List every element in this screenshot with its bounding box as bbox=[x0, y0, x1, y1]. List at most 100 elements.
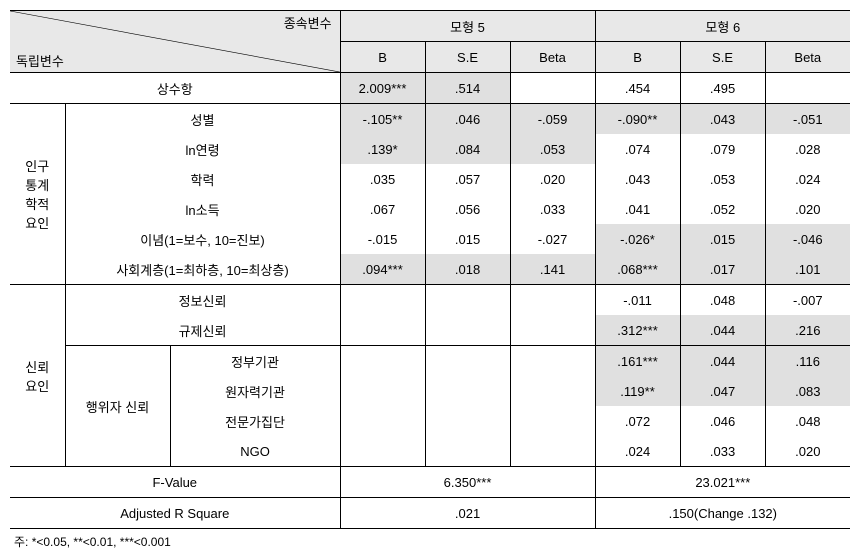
col-beta-6: Beta bbox=[765, 42, 850, 73]
model5-header: 모형 5 bbox=[340, 11, 595, 42]
cell: .141 bbox=[510, 254, 595, 285]
cell: -.026* bbox=[595, 224, 680, 254]
cell bbox=[340, 406, 425, 436]
cell: .018 bbox=[425, 254, 510, 285]
label-exp: 전문가집단 bbox=[170, 406, 340, 436]
cell-f-m6: 23.021*** bbox=[595, 467, 850, 498]
label-ideology: 이념(1=보수, 10=진보) bbox=[65, 224, 340, 254]
cell: 2.009*** bbox=[340, 73, 425, 104]
cell: .116 bbox=[765, 346, 850, 377]
cell: .074 bbox=[595, 134, 680, 164]
cell: .048 bbox=[680, 285, 765, 316]
row-info: 신뢰 요인 정보신뢰 -.011 .048 -.007 bbox=[10, 285, 850, 316]
cell: .053 bbox=[680, 164, 765, 194]
cell: .495 bbox=[680, 73, 765, 104]
cell: .052 bbox=[680, 194, 765, 224]
cell: .033 bbox=[510, 194, 595, 224]
cell: .056 bbox=[425, 194, 510, 224]
row-class: 사회계층(1=최하층, 10=최상층) .094*** .018 .141 .0… bbox=[10, 254, 850, 285]
label-fvalue: F-Value bbox=[10, 467, 340, 498]
label-constant: 상수항 bbox=[10, 73, 340, 104]
cell: .083 bbox=[765, 376, 850, 406]
cell bbox=[425, 346, 510, 377]
cell bbox=[425, 376, 510, 406]
cell: .041 bbox=[595, 194, 680, 224]
cell: .020 bbox=[765, 436, 850, 467]
col-b-6: B bbox=[595, 42, 680, 73]
row-edu: 학력 .035 .057 .020 .043 .053 .024 bbox=[10, 164, 850, 194]
group-demo: 인구 통계 학적 요인 bbox=[10, 104, 65, 285]
cell: -.046 bbox=[765, 224, 850, 254]
cell bbox=[510, 406, 595, 436]
label-info: 정보신뢰 bbox=[65, 285, 340, 316]
label-class: 사회계층(1=최하층, 10=최상층) bbox=[65, 254, 340, 285]
cell: .119** bbox=[595, 376, 680, 406]
cell: .068*** bbox=[595, 254, 680, 285]
cell: .139* bbox=[340, 134, 425, 164]
cell: -.015 bbox=[340, 224, 425, 254]
col-se-6: S.E bbox=[680, 42, 765, 73]
cell bbox=[510, 285, 595, 316]
cell: .053 bbox=[510, 134, 595, 164]
cell: .017 bbox=[680, 254, 765, 285]
cell: .048 bbox=[765, 406, 850, 436]
cell: .057 bbox=[425, 164, 510, 194]
cell: -.027 bbox=[510, 224, 595, 254]
label-r2: Adjusted R Square bbox=[10, 498, 340, 529]
cell: .015 bbox=[680, 224, 765, 254]
cell-r2-m5: .021 bbox=[340, 498, 595, 529]
cell: .024 bbox=[595, 436, 680, 467]
cell: .015 bbox=[425, 224, 510, 254]
cell-r2-m6: .150(Change .132) bbox=[595, 498, 850, 529]
cell: .072 bbox=[595, 406, 680, 436]
cell: .028 bbox=[765, 134, 850, 164]
row-ideology: 이념(1=보수, 10=진보) -.015 .015 -.027 -.026* … bbox=[10, 224, 850, 254]
label-reg: 규제신뢰 bbox=[65, 315, 340, 346]
cell: .035 bbox=[340, 164, 425, 194]
diagonal-header: 종속변수 독립변수 bbox=[10, 11, 340, 73]
cell: .020 bbox=[765, 194, 850, 224]
cell: .216 bbox=[765, 315, 850, 346]
cell: .044 bbox=[680, 346, 765, 377]
cell: -.105** bbox=[340, 104, 425, 135]
model6-header: 모형 6 bbox=[595, 11, 850, 42]
cell: .094*** bbox=[340, 254, 425, 285]
cell bbox=[340, 346, 425, 377]
cell bbox=[510, 436, 595, 467]
label-lnage: ln연령 bbox=[65, 134, 340, 164]
row-fvalue: F-Value 6.350*** 23.021*** bbox=[10, 467, 850, 498]
cell: .079 bbox=[680, 134, 765, 164]
cell bbox=[765, 73, 850, 104]
cell bbox=[425, 406, 510, 436]
footnote: 주: *<0.05, **<0.01, ***<0.001 bbox=[10, 533, 849, 550]
label-gov: 정부기관 bbox=[170, 346, 340, 377]
cell bbox=[510, 73, 595, 104]
group-actor-trust: 행위자 신뢰 bbox=[65, 346, 170, 467]
cell: .454 bbox=[595, 73, 680, 104]
cell bbox=[340, 315, 425, 346]
label-lninc: ln소득 bbox=[65, 194, 340, 224]
row-reg: 규제신뢰 .312*** .044 .216 bbox=[10, 315, 850, 346]
label-ngo: NGO bbox=[170, 436, 340, 467]
row-r2: Adjusted R Square .021 .150(Change .132) bbox=[10, 498, 850, 529]
cell: .046 bbox=[680, 406, 765, 436]
cell: -.090** bbox=[595, 104, 680, 135]
cell bbox=[340, 376, 425, 406]
row-lninc: ln소득 .067 .056 .033 .041 .052 .020 bbox=[10, 194, 850, 224]
cell: .067 bbox=[340, 194, 425, 224]
col-se-5: S.E bbox=[425, 42, 510, 73]
cell bbox=[425, 285, 510, 316]
row-lnage: ln연령 .139* .084 .053 .074 .079 .028 bbox=[10, 134, 850, 164]
cell bbox=[425, 315, 510, 346]
cell: .043 bbox=[595, 164, 680, 194]
indep-var-label: 독립변수 bbox=[16, 51, 64, 70]
cell bbox=[510, 315, 595, 346]
cell: .084 bbox=[425, 134, 510, 164]
col-beta-5: Beta bbox=[510, 42, 595, 73]
cell: .024 bbox=[765, 164, 850, 194]
col-b-5: B bbox=[340, 42, 425, 73]
cell: -.007 bbox=[765, 285, 850, 316]
label-nuc: 원자력기관 bbox=[170, 376, 340, 406]
cell bbox=[425, 436, 510, 467]
cell: -.051 bbox=[765, 104, 850, 135]
